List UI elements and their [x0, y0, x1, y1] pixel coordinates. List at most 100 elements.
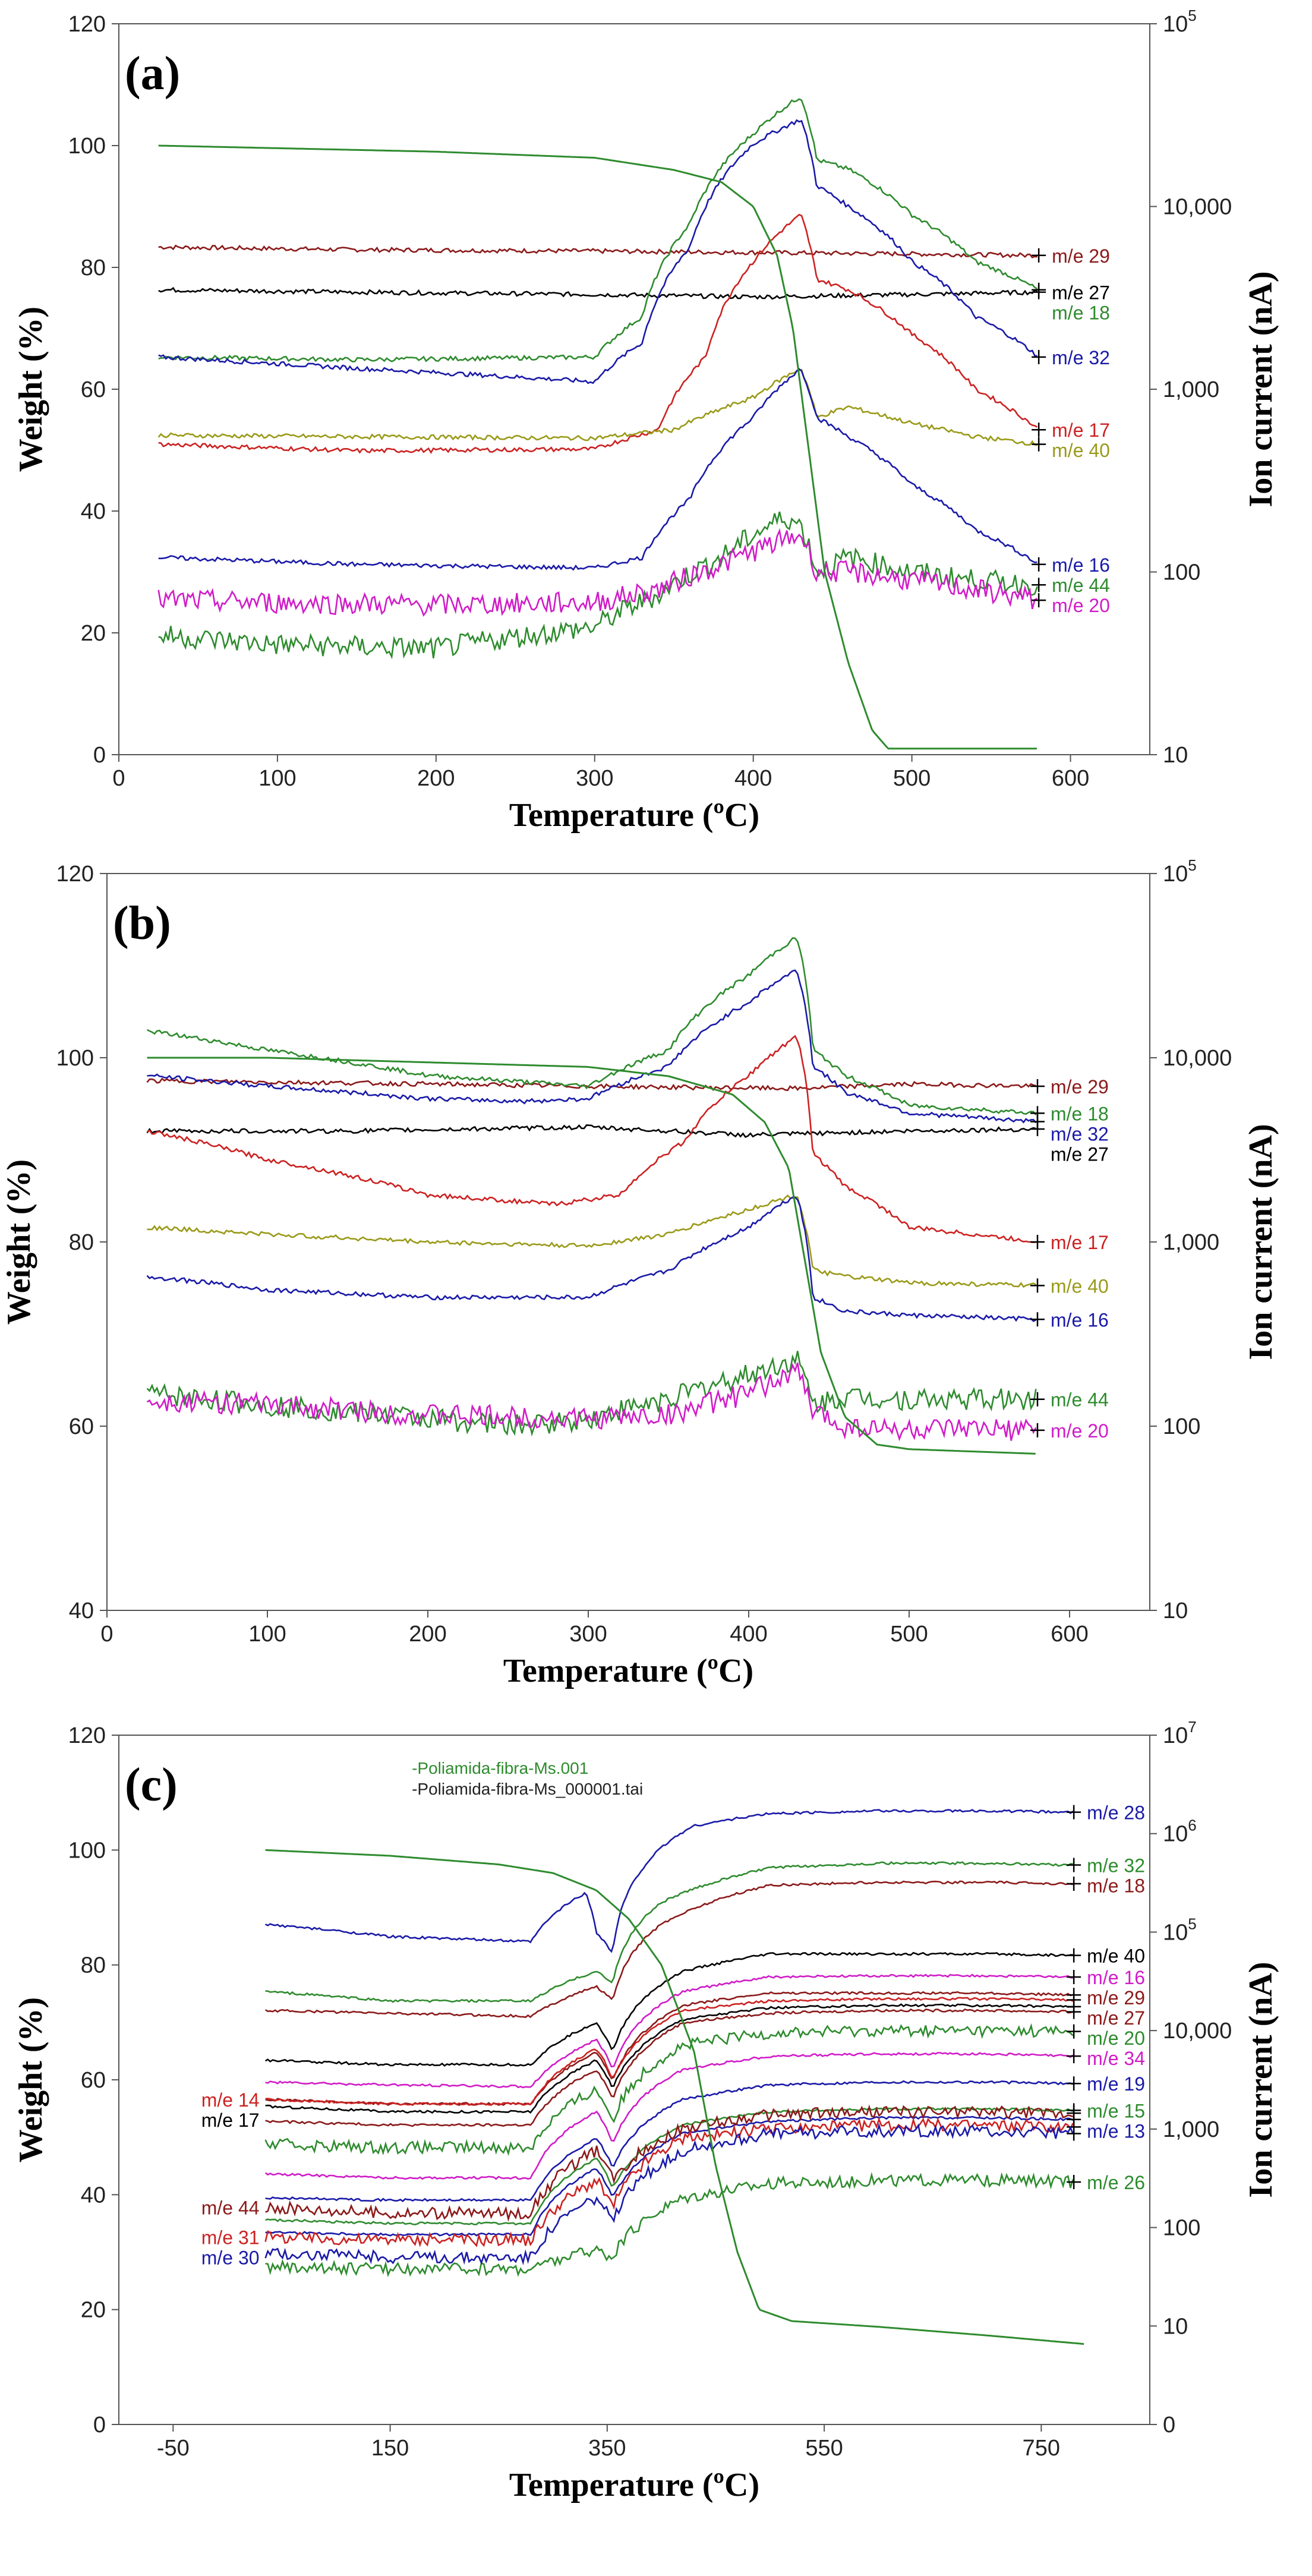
series-label: m/e 20	[1051, 1420, 1109, 1442]
series-line	[264, 1951, 1073, 2067]
y-right-tick-label: 10,000	[1163, 2019, 1232, 2044]
y-right-axis-title: Ion current (nA)	[1242, 1124, 1279, 1360]
series-line	[265, 2104, 1073, 2222]
series-end-marker	[1030, 1423, 1045, 1437]
y-left-tick-label: 80	[69, 1230, 94, 1255]
y-left-tick-label: 0	[93, 743, 106, 768]
series-label: m/e 20	[1052, 595, 1110, 616]
series-end-marker	[1067, 1969, 1081, 1984]
series-label: m/e 16	[1051, 1309, 1109, 1330]
series-label: m/e 44	[1051, 1389, 1109, 1411]
weight-curve	[265, 1849, 1084, 2345]
series-label: m/e 19	[1087, 2073, 1145, 2095]
series-label: m/e 17	[1052, 420, 1110, 441]
y-right-tick-label: 0	[1163, 2413, 1175, 2438]
series-end-marker	[1030, 1122, 1045, 1137]
y-left-axis-title: Weight (%)	[12, 307, 49, 472]
series-line	[265, 2008, 1073, 2127]
series-label: m/e 40	[1087, 1946, 1145, 1967]
series-end-marker	[1067, 2024, 1081, 2039]
y-right-tick-exponent: 5	[1188, 856, 1196, 874]
series-end-marker	[1067, 1805, 1081, 1820]
series-line	[158, 119, 1037, 384]
series-line	[157, 368, 1037, 446]
x-tick-label: 400	[730, 1622, 767, 1647]
series-label: m/e 20	[1087, 2028, 1145, 2049]
weight-curve	[147, 1057, 1036, 1455]
y-left-tick-label: 80	[81, 256, 106, 280]
series-end-marker	[1032, 437, 1046, 452]
series-end-marker	[1032, 349, 1046, 364]
series-line	[265, 2080, 1074, 2202]
series-end-marker	[1067, 2126, 1081, 2141]
y-left-tick-label: 120	[56, 862, 94, 887]
x-tick-label: 300	[576, 766, 613, 791]
x-tick-label: 100	[248, 1622, 286, 1647]
series-label: m/e 28	[1087, 1802, 1145, 1824]
y-right-axis-title: Ion current (nA)	[1242, 271, 1279, 507]
series-end-marker	[1030, 1312, 1045, 1327]
y-left-tick-label: 60	[69, 1414, 94, 1439]
series-line	[265, 2115, 1074, 2237]
y-left-axis-title: Weight (%)	[1, 1159, 37, 1325]
series-line	[264, 1880, 1073, 2019]
y-left-tick-label: 20	[81, 2298, 106, 2323]
series-line	[265, 2003, 1073, 2114]
series-line	[265, 1991, 1073, 2107]
series-line	[146, 1363, 1037, 1442]
series-line	[265, 2172, 1074, 2278]
y-right-tick-label: 10	[1163, 2314, 1188, 2339]
plot-frame	[118, 1735, 1150, 2425]
legend-entry: -Poliamida-fibra-Ms.001	[412, 1759, 588, 1777]
series-label: m/e 29	[1051, 1076, 1109, 1098]
series-label: m/e 40	[1052, 440, 1110, 461]
y-left-tick-label: 20	[81, 621, 106, 646]
series-line	[158, 286, 1037, 300]
y-right-tick-exponent: 5	[1188, 1915, 1196, 1932]
series-label: m/e 27	[1051, 1143, 1109, 1165]
y-left-tick-label: 100	[56, 1046, 94, 1071]
x-tick-label: 0	[112, 766, 125, 791]
panel-b: 0 100 200 300 400 500 600 40 60 80 100 120 10 100 1,00…	[1, 856, 1279, 1689]
series-line	[158, 511, 1038, 660]
panel-c: -50 150 350 550 750 0 20 40 60 80 100 120 0 10 100 1,00…	[12, 1718, 1279, 2504]
x-tick-label: 150	[371, 2436, 409, 2461]
series-label: m/e 32	[1051, 1123, 1109, 1144]
y-left-tick-label: 80	[81, 1953, 106, 1978]
y-left-tick-label: 40	[81, 2183, 106, 2208]
series-label: m/e 44	[201, 2197, 260, 2219]
x-tick-label: 500	[890, 1622, 928, 1647]
x-tick-label: 300	[569, 1622, 607, 1647]
series-line	[158, 213, 1038, 455]
y-right-tick-label: 105	[1163, 1915, 1197, 1945]
series-line	[147, 969, 1037, 1124]
series-line	[157, 528, 1038, 617]
series-label: m/e 15	[1087, 2100, 1145, 2121]
y-right-tick-exponent: 7	[1188, 1718, 1196, 1736]
y-right-tick-label: 10	[1163, 743, 1188, 768]
plot-frame	[106, 873, 1150, 1611]
series-label: m/e 27	[1052, 282, 1110, 304]
y-right-tick-exponent: 5	[1188, 7, 1196, 24]
series-label: m/e 26	[1087, 2172, 1145, 2193]
series-end-marker	[1030, 1235, 1045, 1249]
x-tick-label: 600	[1051, 1622, 1088, 1647]
series-end-marker	[1032, 282, 1046, 297]
series-end-marker	[1067, 2076, 1081, 2091]
series-end-marker	[1032, 557, 1046, 572]
y-right-tick-label: 10	[1163, 1598, 1188, 1623]
x-tick-label: 550	[805, 2436, 843, 2461]
y-right-tick-label: 105	[1163, 856, 1197, 887]
y-right-tick-label: 1,000	[1163, 2117, 1219, 2142]
series-label: m/e 40	[1051, 1275, 1109, 1297]
series-label: m/e 16	[1052, 554, 1110, 576]
series-line	[146, 937, 1037, 1116]
series-label: m/e 14	[201, 2089, 260, 2111]
x-axis-title: Temperature (ºC)	[509, 797, 759, 834]
x-tick-label: 600	[1052, 766, 1089, 791]
y-right-axis-title: Ion current (nA)	[1242, 1962, 1279, 2197]
x-axis-title: Temperature (ºC)	[509, 2467, 759, 2504]
series-line	[158, 98, 1038, 362]
series-label: m/e 32	[1052, 347, 1110, 368]
series-end-marker	[1032, 578, 1046, 592]
